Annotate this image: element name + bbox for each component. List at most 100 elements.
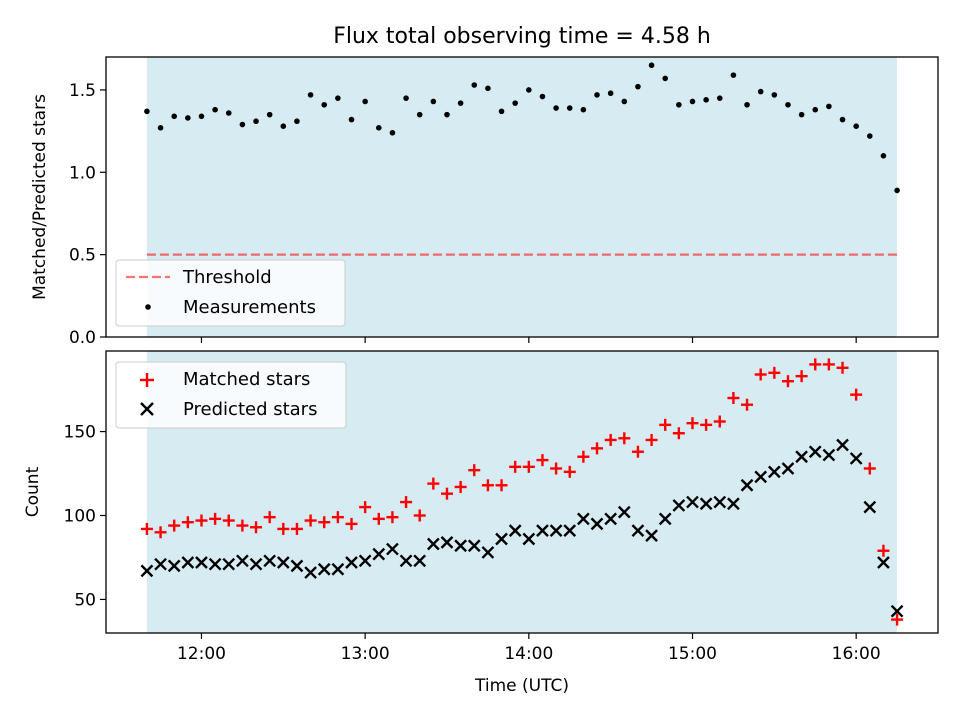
count-panel-ylabel: Count — [23, 466, 43, 517]
predicted-star-point — [604, 512, 618, 526]
measurement-point — [512, 100, 518, 106]
matched-star-point — [495, 479, 508, 492]
matched-star-point — [454, 480, 467, 493]
x-tick-label: 12:00 — [177, 644, 226, 664]
predicted-star-point — [645, 529, 658, 542]
predicted-star-point — [672, 499, 686, 512]
predicted-star-point — [372, 547, 386, 561]
measurement-point — [744, 101, 750, 108]
predicted-star-point — [590, 517, 604, 531]
ratio-panel-frame — [105, 56, 939, 338]
predicted-star-point — [426, 537, 440, 551]
matched-star-point — [877, 544, 890, 557]
predicted-star-point — [331, 562, 345, 576]
x-axis-label: Time (UTC) — [474, 676, 569, 696]
predicted-star-point — [713, 495, 727, 509]
predicted-star-point — [754, 470, 768, 484]
legend-measurement-swatch — [145, 304, 151, 310]
matched-star-point — [822, 358, 835, 371]
measurement-point — [321, 101, 328, 108]
measurement-point — [185, 115, 191, 121]
predicted-star-point — [276, 556, 290, 569]
matched-star-point — [195, 514, 208, 527]
measurement-point — [362, 98, 368, 105]
matched-star-point — [509, 460, 522, 473]
predicted-stars-points — [140, 438, 904, 618]
y-tick-label: 150 — [64, 423, 96, 443]
measurement-point — [730, 72, 737, 78]
matched-star-point — [400, 496, 413, 509]
matched-star-point — [154, 526, 167, 539]
y-tick-label: 1.0 — [69, 163, 96, 183]
matched-star-point — [536, 454, 549, 467]
predicted-star-point — [727, 497, 740, 511]
predicted-star-point — [208, 557, 222, 571]
matched-star-point — [577, 450, 590, 463]
matched-star-point — [250, 521, 263, 534]
x-tick-label: 13:00 — [341, 644, 390, 664]
matched-star-point — [618, 432, 631, 445]
predicted-star-point — [631, 524, 645, 537]
predicted-star-point — [863, 500, 877, 514]
measurement-point — [880, 153, 887, 159]
predicted-star-point — [808, 445, 822, 459]
predicted-star-point — [181, 556, 195, 569]
figure-title: Flux total observing time = 4.58 h — [333, 24, 711, 49]
matched-star-point — [863, 462, 876, 475]
predicted-star-point — [195, 556, 208, 569]
matched-star-point — [850, 388, 863, 401]
predicted-star-point — [358, 554, 372, 568]
measurement-point — [225, 110, 232, 116]
matched-star-point — [713, 415, 726, 428]
count-panel-ticks: 50 100 150 12:00 13:00 14:00 15:00 16:00 — [64, 423, 881, 664]
matched-star-point — [891, 613, 904, 626]
predicted-star-point — [617, 505, 631, 519]
measurement-point — [253, 118, 259, 125]
predicted-star-point — [563, 524, 577, 537]
matched-star-point — [331, 511, 344, 524]
legend-matched-swatch — [140, 373, 154, 387]
y-tick-label: 0.5 — [69, 246, 96, 266]
matched-star-point — [781, 375, 794, 388]
legend-predicted-swatch — [140, 402, 154, 416]
matched-star-point — [563, 465, 576, 478]
predicted-star-point — [249, 557, 263, 571]
measurement-point — [444, 111, 450, 118]
predicted-star-point — [413, 554, 427, 568]
measurement-point — [498, 108, 505, 115]
matched-star-point — [754, 368, 767, 381]
predicted-star-point — [290, 559, 304, 573]
measurement-point — [485, 85, 491, 92]
matched-star-point — [741, 398, 754, 411]
measurement-point — [335, 95, 341, 101]
matched-star-point — [468, 464, 481, 477]
predicted-star-point — [386, 542, 399, 556]
y-tick-label: 100 — [64, 507, 96, 527]
measurement-point — [348, 116, 355, 123]
predicted-star-point — [536, 524, 549, 537]
matched-star-point — [222, 514, 235, 527]
measurement-points — [144, 62, 900, 194]
measurement-point — [798, 111, 805, 118]
predicted-star-point — [345, 556, 358, 569]
predicted-star-point — [304, 566, 317, 579]
matched-star-point — [645, 433, 658, 446]
predicted-star-point — [577, 512, 590, 526]
measurement-point — [157, 125, 164, 131]
predicted-star-point — [699, 497, 713, 511]
measurement-point — [853, 123, 859, 129]
measurement-point — [294, 118, 300, 125]
measurement-point — [648, 62, 655, 69]
measurement-point — [526, 87, 532, 93]
matched-star-point — [359, 501, 372, 514]
measurement-point — [785, 101, 791, 108]
measurement-point — [375, 125, 382, 131]
ratio-legend: Threshold Measurements — [115, 259, 346, 327]
measurement-point — [553, 105, 559, 111]
matched-star-point — [481, 479, 494, 492]
measurement-point — [594, 92, 600, 98]
measurement-point — [144, 108, 150, 115]
measurement-point — [867, 133, 873, 139]
measurement-point — [416, 111, 423, 118]
